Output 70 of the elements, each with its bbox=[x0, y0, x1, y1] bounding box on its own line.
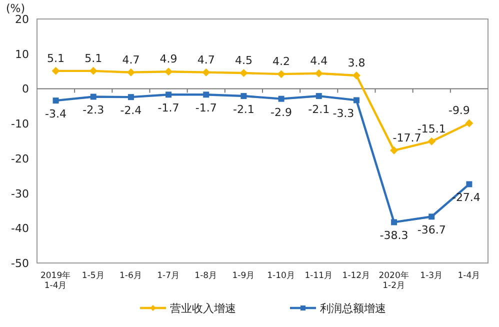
data-label: -3.3 bbox=[332, 107, 354, 120]
point bbox=[353, 97, 360, 104]
data-label: -2.1 bbox=[232, 103, 254, 116]
data-label: -3.4 bbox=[45, 108, 67, 121]
data-label: 3.8 bbox=[348, 56, 366, 70]
data-label: 5.1 bbox=[47, 52, 65, 65]
point bbox=[277, 70, 286, 78]
point bbox=[202, 68, 210, 76]
point bbox=[390, 146, 398, 154]
point bbox=[428, 137, 436, 146]
y-tick-label: -30 bbox=[11, 187, 29, 200]
y-tick-label: 0 bbox=[22, 82, 29, 96]
point bbox=[164, 68, 173, 76]
data-label: -2.1 bbox=[308, 103, 330, 116]
y-tick-label: 20 bbox=[15, 13, 29, 26]
x-tick-label: 1-10月 bbox=[267, 271, 296, 281]
point bbox=[89, 66, 98, 75]
data-label: -38.3 bbox=[380, 229, 408, 242]
x-tick-label: 1-9月 bbox=[232, 271, 256, 281]
data-label: -9.9 bbox=[448, 104, 470, 118]
x-tick-label: 1-5月 bbox=[82, 271, 105, 281]
data-label: 5.1 bbox=[84, 52, 102, 65]
data-label: -2.4 bbox=[120, 104, 142, 118]
data-label: -27.4 bbox=[452, 191, 480, 204]
point bbox=[52, 98, 59, 104]
y-tick-label: -20 bbox=[11, 152, 29, 166]
point bbox=[352, 71, 360, 80]
point bbox=[90, 94, 96, 100]
x-tick-label: 1-11月 bbox=[304, 271, 334, 281]
point bbox=[466, 181, 472, 188]
legend-label: 利润总额增速 bbox=[320, 302, 386, 315]
data-label: 4.2 bbox=[272, 55, 290, 68]
point bbox=[465, 119, 474, 128]
data-label: 4.7 bbox=[122, 53, 140, 66]
point bbox=[240, 93, 247, 100]
data-label: 4.9 bbox=[160, 52, 178, 66]
y-tick-label: 10 bbox=[15, 48, 29, 61]
point bbox=[278, 96, 284, 102]
point bbox=[52, 66, 60, 75]
y-tick-label: -10 bbox=[11, 118, 29, 131]
data-label: 4.4 bbox=[310, 54, 328, 68]
data-label: -2.9 bbox=[270, 106, 292, 119]
data-label: -2.3 bbox=[82, 104, 104, 117]
data-label: -1.7 bbox=[195, 102, 217, 115]
x-tick-label: 2019年 1-4月 bbox=[40, 270, 72, 291]
point bbox=[240, 69, 248, 78]
x-tick-label: 1-6月 bbox=[120, 271, 142, 281]
x-tick-label: 1-3月 bbox=[420, 271, 444, 281]
point bbox=[203, 92, 210, 98]
point bbox=[316, 93, 322, 100]
y-tick-label: -40 bbox=[11, 222, 29, 236]
point bbox=[428, 214, 435, 220]
point bbox=[314, 69, 323, 78]
data-label: -1.7 bbox=[158, 102, 180, 115]
data-label: -36.7 bbox=[417, 224, 446, 237]
x-tick-label: 1-8月 bbox=[194, 271, 218, 281]
point bbox=[391, 219, 398, 226]
x-tick-label: 1-7月 bbox=[157, 271, 180, 281]
point bbox=[126, 68, 135, 76]
point bbox=[166, 92, 172, 98]
legend-label: 营业收入增速 bbox=[170, 302, 236, 315]
data-label: 4.7 bbox=[197, 53, 215, 66]
y-tick-label: -50 bbox=[11, 257, 29, 270]
x-tick-label: 1-12月 bbox=[342, 271, 371, 281]
data-label: -17.7 bbox=[392, 131, 422, 144]
point bbox=[128, 94, 134, 100]
y-axis-title: (%) bbox=[6, 2, 26, 15]
data-label: 4.5 bbox=[234, 54, 252, 68]
x-tick-label: 2020年 1-2月 bbox=[378, 270, 410, 291]
x-tick-label: 1-4月 bbox=[458, 271, 481, 281]
